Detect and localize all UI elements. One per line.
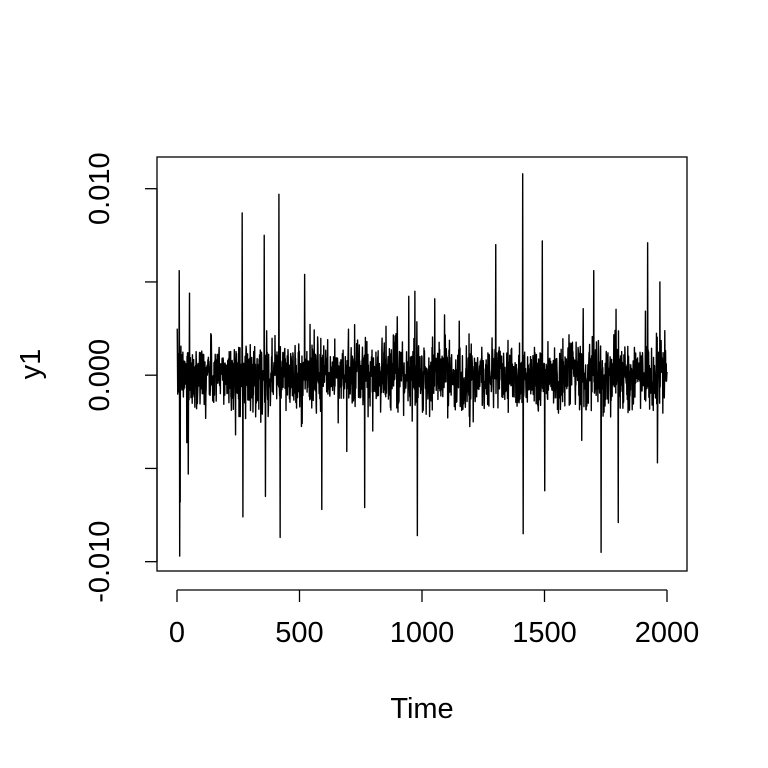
x-axis: 0 500 1000 1500 2000 (169, 589, 700, 649)
series-layer (176, 173, 668, 557)
x-tick-label: 2000 (635, 617, 700, 649)
x-axis-label: Time (390, 693, 453, 725)
x-tick-label: 500 (275, 617, 323, 649)
x-tick-label: 1500 (512, 617, 577, 649)
x-tick-label: 1000 (390, 617, 455, 649)
y-tick-label: 0.000 (84, 339, 116, 412)
y-tick-label: -0.010 (84, 521, 116, 603)
y-tick-label: 0.010 (84, 152, 116, 225)
y-axis-label: y1 (15, 349, 47, 380)
series-line (176, 173, 668, 557)
y-axis: -0.010 0.000 0.010 (84, 152, 158, 603)
x-tick-label: 0 (169, 617, 185, 649)
